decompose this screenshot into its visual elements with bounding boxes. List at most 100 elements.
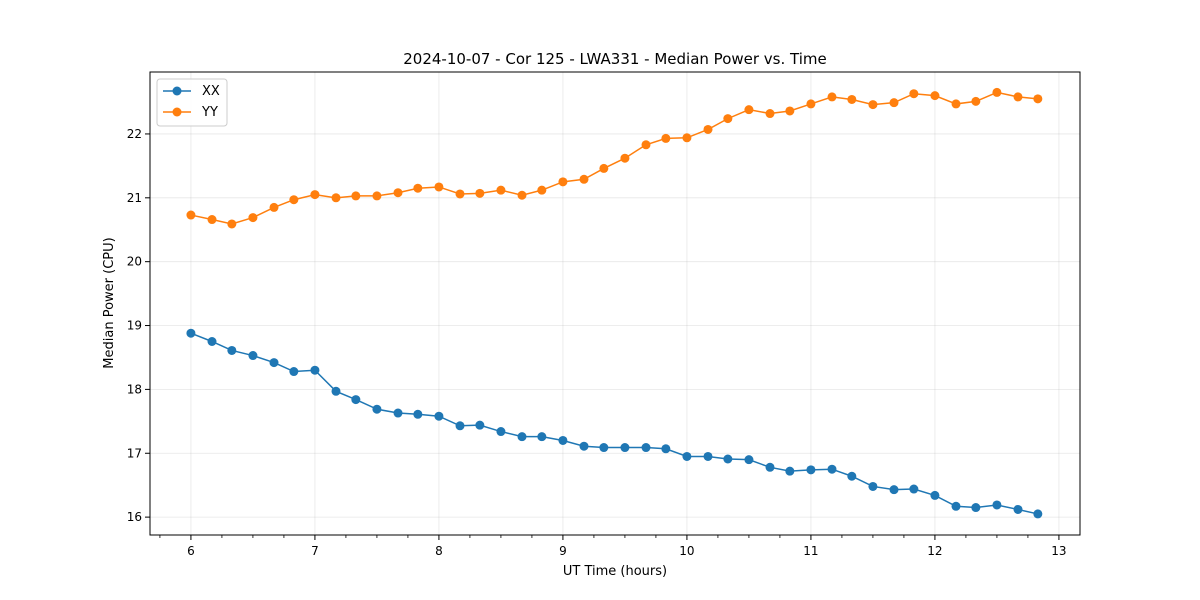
data-point-yy — [889, 98, 899, 108]
data-point-xx — [186, 328, 196, 338]
x-tick-label: 9 — [559, 544, 567, 558]
x-tick-label: 13 — [1051, 544, 1066, 558]
data-point-yy — [827, 92, 837, 102]
legend-marker-yy — [172, 107, 182, 117]
data-point-xx — [517, 432, 527, 442]
data-point-xx — [703, 451, 713, 461]
data-point-yy — [372, 191, 382, 201]
data-point-xx — [765, 462, 775, 472]
data-point-xx — [269, 358, 279, 368]
x-axis-label: UT Time (hours) — [563, 564, 667, 579]
data-point-yy — [227, 219, 237, 229]
y-tick-label: 17 — [127, 446, 142, 460]
x-tick-label: 12 — [927, 544, 942, 558]
y-tick-label: 20 — [127, 255, 142, 269]
data-point-yy — [930, 91, 940, 101]
data-point-yy — [207, 215, 217, 225]
data-point-yy — [744, 105, 754, 115]
legend-label-xx: XX — [202, 84, 220, 99]
x-tick-label: 6 — [187, 544, 195, 558]
data-point-yy — [868, 100, 878, 110]
data-point-xx — [827, 464, 837, 474]
data-point-yy — [269, 202, 279, 212]
data-point-yy — [579, 174, 589, 184]
data-point-yy — [909, 89, 919, 99]
data-point-yy — [434, 182, 444, 192]
grid — [150, 72, 1080, 535]
data-point-yy — [785, 106, 795, 116]
y-axis-label: Median Power (CPU) — [102, 237, 117, 368]
data-point-yy — [641, 140, 651, 150]
data-point-xx — [558, 435, 568, 445]
data-point-xx — [661, 444, 671, 454]
data-point-xx — [207, 336, 217, 346]
data-point-xx — [475, 420, 485, 430]
data-point-xx — [951, 501, 961, 511]
data-point-xx — [620, 443, 630, 453]
y-tick-label: 22 — [127, 127, 142, 141]
data-point-yy — [806, 99, 816, 109]
data-point-xx — [372, 404, 382, 414]
x-tick-label: 11 — [803, 544, 818, 558]
plot-frame — [149, 71, 1081, 536]
data-point-yy — [703, 124, 713, 134]
data-point-xx — [889, 485, 899, 495]
data-point-yy — [682, 133, 692, 143]
data-point-yy — [847, 94, 857, 104]
series-line-yy — [190, 91, 1038, 225]
data-point-yy — [455, 189, 465, 199]
data-point-xx — [806, 465, 816, 475]
legend-marker-xx — [172, 86, 182, 96]
data-point-yy — [599, 163, 609, 173]
chart-title: 2024-10-07 - Cor 125 - LWA331 - Median P… — [403, 50, 827, 68]
data-point-xx — [785, 466, 795, 476]
x-tick-label: 8 — [435, 544, 443, 558]
data-point-xx — [1013, 504, 1023, 514]
y-tick-label: 19 — [127, 319, 142, 333]
data-point-xx — [682, 451, 692, 461]
data-point-xx — [1033, 509, 1043, 519]
data-point-yy — [517, 190, 527, 200]
data-point-xx — [930, 490, 940, 500]
data-point-yy — [1013, 92, 1023, 102]
data-point-xx — [723, 454, 733, 464]
data-point-yy — [951, 99, 961, 109]
data-point-xx — [847, 471, 857, 481]
data-point-yy — [558, 177, 568, 187]
x-tick-label: 10 — [679, 544, 694, 558]
data-point-yy — [765, 109, 775, 119]
data-point-xx — [310, 365, 320, 375]
data-point-xx — [868, 481, 878, 491]
data-point-xx — [992, 500, 1002, 510]
data-point-xx — [971, 503, 981, 513]
data-point-yy — [289, 195, 299, 205]
x-tick-label: 7 — [311, 544, 319, 558]
data-point-xx — [909, 484, 919, 494]
data-point-xx — [351, 395, 361, 405]
data-point-xx — [413, 409, 423, 419]
legend-label-yy: YY — [201, 105, 218, 120]
data-point-yy — [537, 185, 547, 195]
data-point-xx — [248, 351, 258, 361]
data-point-yy — [393, 188, 403, 198]
data-point-xx — [331, 386, 341, 396]
data-point-xx — [537, 432, 547, 442]
data-point-yy — [496, 185, 506, 195]
y-tick-label: 16 — [127, 510, 142, 524]
data-point-yy — [413, 183, 423, 193]
y-tick-label: 18 — [127, 382, 142, 396]
data-point-xx — [455, 421, 465, 431]
data-point-yy — [620, 153, 630, 163]
data-point-yy — [971, 96, 981, 106]
data-point-yy — [1033, 94, 1043, 104]
data-point-xx — [599, 443, 609, 453]
data-point-yy — [351, 191, 361, 201]
data-point-yy — [331, 193, 341, 203]
data-point-xx — [227, 345, 237, 355]
y-tick-label: 21 — [127, 191, 142, 205]
data-point-xx — [393, 408, 403, 418]
data-point-yy — [723, 114, 733, 124]
data-point-yy — [475, 188, 485, 198]
series-layer — [186, 87, 1043, 519]
